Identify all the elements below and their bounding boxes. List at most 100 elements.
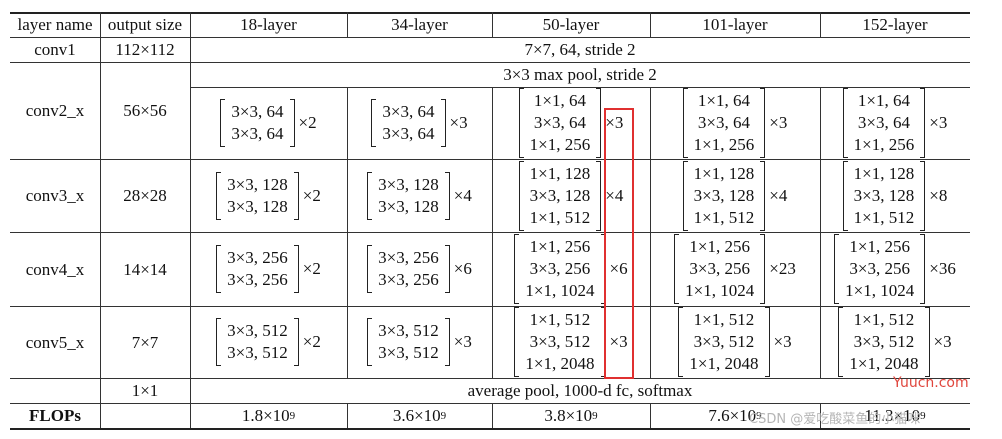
block-layer-spec: 3×3, 128 <box>529 185 591 205</box>
block-layer-spec: 1×1, 256 <box>529 135 591 154</box>
header-layer-name: layer name <box>17 15 93 34</box>
flops-label: FLOPs <box>29 406 81 425</box>
column-rule <box>820 403 821 428</box>
right-bracket <box>596 88 602 158</box>
header-152-layer: 152-layer <box>862 15 928 34</box>
left-bracket <box>842 88 848 158</box>
block-multiplier: ×6 <box>609 259 628 278</box>
column-rule <box>190 12 191 428</box>
column-rule <box>650 403 651 428</box>
conv2-rule <box>10 159 970 160</box>
left-bracket <box>371 99 377 147</box>
block-multiplier: ×3 <box>933 332 952 351</box>
block-layers: 1×1, 512 3×3, 512 1×1, 2048 <box>683 309 764 375</box>
flops-34-layer: 3.6×10 9 <box>392 406 447 425</box>
left-bracket <box>674 234 680 304</box>
block-multiplier: ×3 <box>773 332 792 351</box>
site-watermark: Yuucn.com <box>893 375 969 391</box>
block-layer-spec: 1×1, 256 <box>689 237 750 256</box>
flops-mantissa: 11.3×10 <box>864 406 921 425</box>
block-multiplier: ×3 <box>929 113 948 132</box>
column-rule <box>820 87 821 378</box>
block-multiplier: ×3 <box>605 113 624 132</box>
header-34-layer: 34-layer <box>391 15 448 34</box>
right-bracket <box>444 318 450 366</box>
left-bracket <box>518 160 524 231</box>
residual-block: 1×1, 64 3×3, 64 1×1, 256 ×3 <box>650 88 820 158</box>
conv3-name: conv3_x <box>25 186 85 205</box>
block-layer-spec: 1×1, 512 <box>693 207 755 227</box>
conv5-output: 7×7 <box>131 332 159 352</box>
conv1-name: conv1 <box>34 40 76 59</box>
left-bracket <box>678 307 684 377</box>
block-layer-spec: 3×3, 512 <box>529 332 591 351</box>
left-bracket <box>518 88 524 158</box>
flops-18-layer: 1.8×10 9 <box>241 406 296 425</box>
block-layer-spec: 3×3, 128 <box>378 174 439 194</box>
block-multiplier: ×4 <box>769 185 788 205</box>
block-multiplier: ×36 <box>929 259 956 278</box>
block-layer-spec: 1×1, 512 <box>529 207 591 227</box>
block-layer-spec: 3×3, 256 <box>227 248 288 267</box>
block-multiplier: ×2 <box>302 185 321 205</box>
right-bracket <box>444 171 450 220</box>
residual-block: 3×3, 64 3×3, 64 ×2 <box>190 99 347 147</box>
block-layer-spec: 3×3, 256 <box>529 259 591 278</box>
block-layer-spec: 3×3, 64 <box>382 124 435 143</box>
left-bracket <box>838 307 844 377</box>
residual-block: 1×1, 512 3×3, 512 1×1, 2048 ×3 <box>492 307 650 377</box>
block-multiplier: ×3 <box>609 332 628 351</box>
block-layer-spec: 1×1, 512 <box>693 310 755 329</box>
residual-block: 3×3, 128 3×3, 128 ×4 <box>347 171 492 220</box>
right-bracket <box>920 160 926 231</box>
table-bottom-rule <box>10 428 970 430</box>
left-bracket <box>216 171 222 220</box>
block-multiplier: ×6 <box>453 259 472 278</box>
block-layer-spec: 3×3, 64 <box>231 124 284 143</box>
block-layer-spec: 1×1, 128 <box>853 163 915 183</box>
block-layer-spec: 3×3, 64 <box>533 113 586 132</box>
block-layer-spec: 1×1, 512 <box>529 310 591 329</box>
block-multiplier: ×23 <box>769 259 796 278</box>
flops-mantissa: 3.8×10 <box>544 406 593 425</box>
conv4-name: conv4_x <box>25 259 85 279</box>
final-spec: average pool, 1000-d fc, softmax <box>467 381 693 400</box>
block-layer-spec: 1×1, 128 <box>529 163 591 183</box>
conv3-output: 28×28 <box>123 186 167 205</box>
block-layer-spec: 1×1, 2048 <box>525 354 595 373</box>
avgpool-rule <box>10 403 970 404</box>
right-bracket <box>444 245 450 293</box>
right-bracket <box>293 245 299 293</box>
conv4-rule <box>10 306 970 307</box>
maxpool-spec: 3×3 max pool, stride 2 <box>503 65 657 84</box>
right-bracket <box>920 234 926 304</box>
block-layers: 1×1, 128 3×3, 128 1×1, 512 <box>688 163 761 229</box>
left-bracket <box>514 307 520 377</box>
block-layers: 3×3, 128 3×3, 128 <box>221 174 294 218</box>
left-bracket <box>842 160 848 231</box>
block-layer-spec: 1×1, 256 <box>693 135 755 154</box>
column-rule <box>492 403 493 428</box>
block-multiplier: ×8 <box>929 185 948 205</box>
conv5-name: conv5_x <box>25 332 85 352</box>
right-bracket <box>764 307 770 377</box>
column-rule <box>650 87 651 378</box>
header-rule <box>10 37 970 38</box>
block-layers: 1×1, 512 3×3, 512 1×1, 2048 <box>843 309 924 375</box>
residual-block: 1×1, 256 3×3, 256 1×1, 1024 ×36 <box>820 234 970 304</box>
block-multiplier: ×3 <box>769 113 788 132</box>
block-layer-spec: 3×3, 64 <box>231 102 284 121</box>
block-layer-spec: 3×3, 64 <box>857 113 910 132</box>
right-bracket <box>760 234 766 304</box>
flops-mantissa: 7.6×10 <box>708 406 757 425</box>
block-layer-spec: 3×3, 64 <box>382 102 435 121</box>
flops-mantissa: 3.6×10 <box>392 406 441 425</box>
residual-block: 3×3, 256 3×3, 256 ×2 <box>190 245 347 293</box>
block-layers: 1×1, 64 3×3, 64 1×1, 256 <box>848 90 921 156</box>
block-layer-spec: 3×3, 256 <box>378 270 439 289</box>
residual-block: 3×3, 256 3×3, 256 ×6 <box>347 245 492 293</box>
block-layer-spec: 3×3, 512 <box>693 332 755 351</box>
flops-50-layer: 3.8×10 9 <box>544 406 598 425</box>
block-layer-spec: 1×1, 256 <box>849 237 910 256</box>
header-101-layer: 101-layer <box>702 15 768 34</box>
